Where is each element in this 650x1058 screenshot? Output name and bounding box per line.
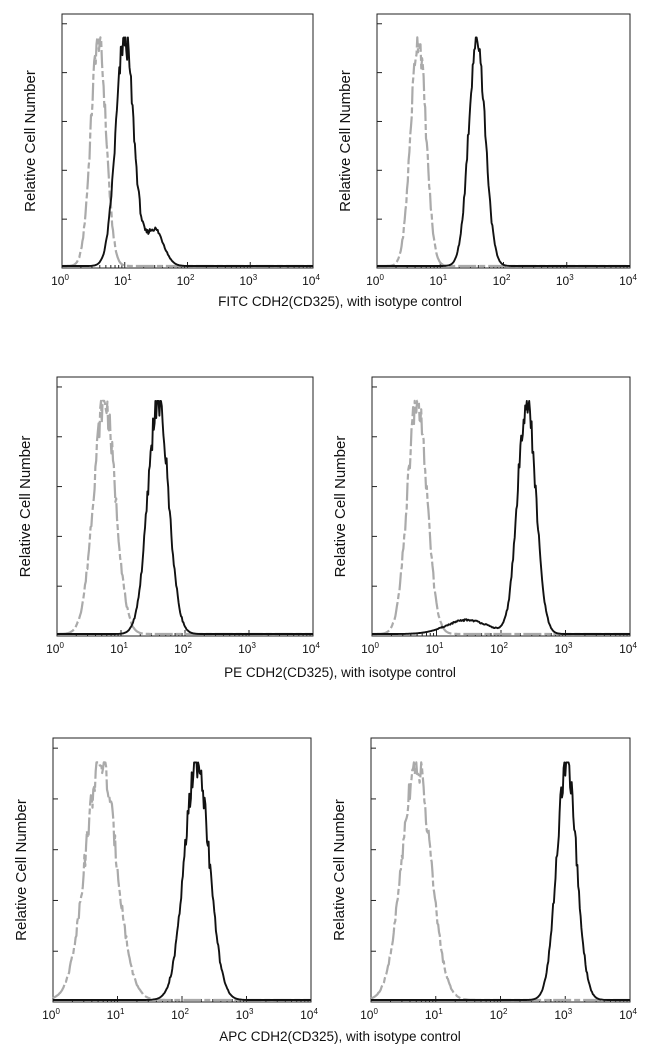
x-axis-ticks <box>56 630 311 636</box>
x-tick-label: 104 <box>302 641 320 656</box>
plot-frame <box>370 737 631 1003</box>
y-axis-label: Relative Cell Number <box>337 70 354 212</box>
x-tick-label: 100 <box>360 1007 378 1022</box>
row-caption-1: FITC CDH2(CD325), with isotype control <box>218 294 462 309</box>
y-axis-ticks <box>62 23 67 220</box>
histogram-panel-3: 100 101 102 103 104 Relative Cell Number <box>17 376 320 656</box>
stained-sample-histogram <box>61 36 314 267</box>
x-tick-label: 101 <box>426 641 444 656</box>
y-axis-ticks <box>53 747 58 952</box>
stained-sample-histogram <box>370 761 631 1001</box>
plot-frame <box>371 376 631 637</box>
row-caption-3: APC CDH2(CD325), with isotype control <box>219 1029 461 1044</box>
x-tick-label: 100 <box>42 1007 60 1022</box>
plot-frame <box>52 737 312 1003</box>
x-tick-label: 102 <box>174 641 192 656</box>
histogram-panel-2: 100 101 102 103 104 Relative Cell Number <box>337 13 637 288</box>
x-tick-label: 103 <box>556 273 574 288</box>
x-tick-label: 102 <box>493 273 511 288</box>
stained-sample-histogram <box>376 36 631 267</box>
x-tick-label: 101 <box>110 641 128 656</box>
x-tick-label: 103 <box>555 641 573 656</box>
x-tick-label: 102 <box>490 1007 508 1022</box>
x-tick-label: 100 <box>361 641 379 656</box>
isotype-control-histogram <box>370 761 631 1002</box>
x-tick-label: 101 <box>114 273 132 288</box>
x-tick-label: 101 <box>107 1007 125 1022</box>
x-tick-label: 103 <box>236 1007 254 1022</box>
x-tick-label: 102 <box>177 273 195 288</box>
isotype-control-histogram <box>61 36 314 268</box>
y-axis-label: Relative Cell Number <box>331 799 348 941</box>
x-tick-label: 101 <box>429 273 447 288</box>
x-tick-label: 100 <box>366 273 384 288</box>
row-caption-2: PE CDH2(CD325), with isotype control <box>224 665 456 680</box>
x-tick-label: 102 <box>490 641 508 656</box>
x-tick-label: 101 <box>425 1007 443 1022</box>
x-tick-label: 103 <box>238 641 256 656</box>
x-tick-label: 102 <box>171 1007 189 1022</box>
stained-sample-histogram <box>371 399 631 635</box>
isotype-control-histogram <box>56 399 314 636</box>
y-axis-label: Relative Cell Number <box>17 436 34 578</box>
y-axis-ticks <box>372 386 377 587</box>
plot-frame <box>61 13 314 269</box>
x-tick-label: 104 <box>300 1007 318 1022</box>
x-tick-label: 104 <box>302 273 320 288</box>
histogram-panel-1: 100 101 102 103 104 Relative Cell Number <box>22 13 320 288</box>
x-tick-label: 100 <box>51 273 69 288</box>
x-tick-label: 104 <box>619 641 637 656</box>
y-axis-label: Relative Cell Number <box>13 799 30 941</box>
x-tick-label: 103 <box>554 1007 572 1022</box>
plot-frame <box>376 13 631 269</box>
plot-frame <box>56 376 314 637</box>
x-tick-label: 103 <box>239 273 257 288</box>
isotype-control-histogram <box>376 36 631 268</box>
x-tick-label: 104 <box>619 1007 637 1022</box>
x-tick-label: 100 <box>46 641 64 656</box>
y-axis-ticks <box>377 23 382 220</box>
x-tick-label: 104 <box>619 273 637 288</box>
y-axis-ticks <box>371 747 376 952</box>
stained-sample-histogram <box>52 761 312 1001</box>
histogram-panel-6: 100 101 102 103 104 Relative Cell Number <box>331 737 637 1022</box>
y-axis-ticks <box>57 386 62 587</box>
y-axis-label: Relative Cell Number <box>22 70 39 212</box>
histogram-panel-5: 100 101 102 103 104 Relative Cell Number <box>13 737 318 1022</box>
isotype-control-histogram <box>371 399 631 636</box>
histogram-panel-4: 100 101 102 103 104 Relative Cell Number <box>332 376 637 656</box>
y-axis-label: Relative Cell Number <box>332 436 349 578</box>
stained-sample-histogram <box>56 399 314 635</box>
